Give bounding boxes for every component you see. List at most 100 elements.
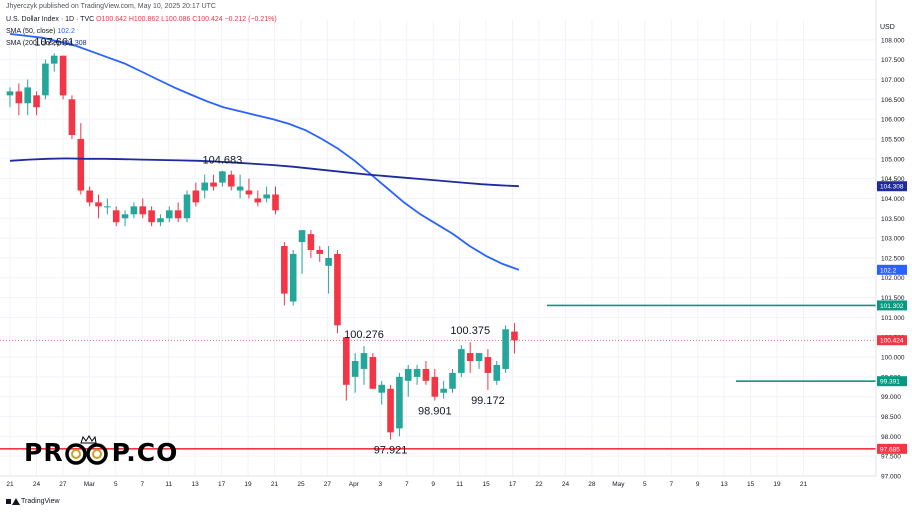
candle-down bbox=[422, 368, 430, 381]
price-tick-label: 99.000 bbox=[881, 394, 901, 401]
candle-down bbox=[511, 331, 518, 341]
price-annotation: 100.276 bbox=[344, 329, 384, 341]
candle-up bbox=[493, 364, 501, 381]
price-tick-label: 97.500 bbox=[881, 454, 901, 461]
ohlc-values: O100.642 H100.862 L100.086 C100.424 −0.2… bbox=[96, 16, 277, 23]
candle-down bbox=[112, 210, 120, 223]
time-tick-label: 9 bbox=[696, 481, 700, 488]
candle-down bbox=[86, 190, 93, 203]
price-annotations: 107.661 104.683 100.276 97.921 98.901 100.375… bbox=[34, 36, 504, 456]
time-tick-label: 24 bbox=[33, 481, 41, 488]
candle-up bbox=[289, 253, 297, 302]
time-tick-label: 27 bbox=[59, 481, 67, 488]
time-tick-label: 27 bbox=[324, 481, 332, 488]
candle-up bbox=[440, 388, 447, 393]
chart-grid bbox=[0, 20, 876, 477]
candle-down bbox=[254, 198, 262, 203]
candle-up bbox=[404, 368, 412, 381]
candle-down bbox=[77, 138, 85, 191]
time-tick-label: 24 bbox=[562, 481, 570, 488]
candle-up bbox=[396, 376, 403, 429]
candle-down bbox=[33, 95, 40, 108]
sma200-badge-label: 104.308 bbox=[880, 184, 904, 191]
time-tick-label: 9 bbox=[431, 481, 435, 488]
time-tick-label: Apr bbox=[349, 481, 360, 488]
price-tick-label: 98.500 bbox=[881, 414, 901, 421]
resistance-badge bbox=[877, 300, 907, 311]
sma50-legend[interactable]: SMA (50, close) 102.2 bbox=[6, 28, 75, 35]
resistance-badge-label: 101.302 bbox=[880, 303, 904, 310]
sma50-badge-label: 102.2 bbox=[880, 267, 897, 274]
symbol-name[interactable]: U.S. Dollar Index · 1D · TVC bbox=[6, 16, 95, 23]
candle-down bbox=[369, 357, 377, 389]
price-tick-label: 104.000 bbox=[881, 196, 905, 203]
price-annotation: 100.375 bbox=[450, 325, 490, 337]
candle-down bbox=[174, 210, 182, 219]
price-tick-label: 107.000 bbox=[881, 77, 905, 84]
price-tick-label: 105.000 bbox=[881, 156, 905, 163]
candle-down bbox=[227, 174, 235, 187]
candle-down bbox=[272, 194, 279, 211]
time-tick-label: 17 bbox=[509, 481, 517, 488]
candle-up bbox=[42, 63, 49, 96]
time-tick-label: 3 bbox=[378, 481, 382, 488]
tradingview-footer[interactable]: TradingView bbox=[6, 498, 60, 505]
horizontal-levels bbox=[0, 304, 876, 450]
candle-up bbox=[157, 218, 164, 223]
price-tick-label: 100.000 bbox=[881, 355, 905, 362]
candle-down bbox=[334, 253, 341, 326]
tradingview-logo-icon bbox=[6, 498, 20, 505]
sma200-legend[interactable]: SMA (200, close) 104.308 bbox=[6, 40, 87, 47]
time-tick-label: 17 bbox=[218, 481, 226, 488]
watermark-right: P.CO bbox=[111, 438, 179, 467]
candle-down bbox=[192, 190, 200, 203]
price-tick-label: 101.500 bbox=[881, 295, 905, 302]
time-tick-label: 21 bbox=[271, 481, 279, 488]
candle-up bbox=[502, 329, 509, 369]
tradingview-brand: TradingView bbox=[21, 498, 60, 505]
sma200-label: SMA (200, close) bbox=[6, 40, 60, 47]
time-tick-label: 5 bbox=[643, 481, 647, 488]
time-tick-label: Mar bbox=[84, 481, 96, 488]
currency-label[interactable]: USD bbox=[880, 24, 895, 31]
time-tick-label: 7 bbox=[140, 481, 144, 488]
price-axis: 97.00097.50098.00098.50099.00099.500100.… bbox=[875, 0, 907, 481]
watermark-logo-icon bbox=[64, 434, 112, 465]
publisher-line: Jhyerczyk published on TradingView.com, … bbox=[6, 3, 216, 10]
time-tick-label: 28 bbox=[588, 481, 596, 488]
price-annotation: 99.172 bbox=[471, 395, 505, 407]
candle-down bbox=[95, 202, 102, 207]
sma50-label: SMA (50, close) bbox=[6, 28, 56, 35]
candle-up bbox=[325, 257, 332, 266]
price-tick-label: 107.500 bbox=[881, 57, 905, 64]
last-price-badge-label: 100.424 bbox=[880, 338, 904, 345]
price-tick-label: 104.500 bbox=[881, 176, 905, 183]
price-tick-label: 102.000 bbox=[881, 275, 905, 282]
time-tick-label: 15 bbox=[747, 481, 755, 488]
time-tick-label: 7 bbox=[669, 481, 673, 488]
candle-down bbox=[307, 234, 315, 250]
symbol-legend: U.S. Dollar Index · 1D · TVC O100.642 H1… bbox=[6, 16, 277, 23]
sma50-value: 102.2 bbox=[57, 28, 75, 35]
candle-down bbox=[210, 182, 217, 187]
price-tick-label: 103.000 bbox=[881, 236, 905, 243]
candle-down bbox=[139, 206, 147, 215]
price-tick-label: 108.000 bbox=[881, 37, 905, 44]
candle-down bbox=[15, 91, 23, 104]
candle-down bbox=[316, 249, 324, 254]
time-tick-label: 13 bbox=[192, 481, 200, 488]
price-annotation: 98.901 bbox=[418, 406, 452, 418]
price-annotation: 104.683 bbox=[203, 154, 243, 166]
mid-level-badge-label: 99.391 bbox=[880, 379, 900, 386]
price-annotation: 97.921 bbox=[374, 444, 408, 456]
candle-down bbox=[387, 388, 394, 433]
time-tick-label: 15 bbox=[482, 481, 490, 488]
candle-up bbox=[130, 206, 138, 215]
candle-up bbox=[219, 171, 226, 183]
candle-up bbox=[6, 91, 14, 96]
time-tick-label: 22 bbox=[535, 481, 543, 488]
candle-down bbox=[431, 376, 439, 397]
time-tick-label: May bbox=[612, 481, 625, 488]
time-tick-label: 21 bbox=[800, 481, 808, 488]
